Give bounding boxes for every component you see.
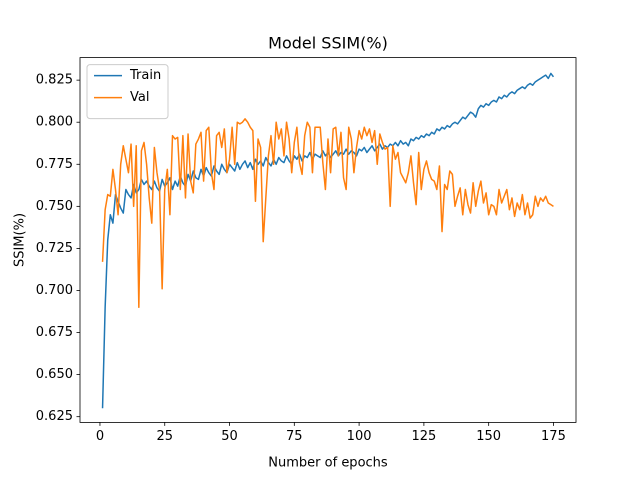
y-tick-label: 0.675 [36, 325, 73, 340]
x-tick-label: 0 [96, 429, 104, 444]
series-line [101, 118, 554, 309]
y-tick-label: 0.800 [36, 115, 73, 130]
x-tick-label: 50 [221, 429, 238, 444]
x-tick-label: 150 [476, 429, 501, 444]
y-tick-label: 0.775 [36, 157, 73, 172]
legend-label: Train [129, 68, 161, 83]
x-tick-label: 75 [286, 429, 303, 444]
y-tick-label: 0.725 [36, 241, 73, 256]
x-tick-label: 175 [541, 429, 566, 444]
y-tick-label: 0.650 [36, 367, 73, 382]
x-tick-label: 100 [347, 429, 372, 444]
chart-title: Model SSIM(%) [268, 34, 388, 53]
plot-frame [79, 57, 577, 423]
x-tick-label: 125 [411, 429, 436, 444]
legend-box [86, 64, 169, 120]
y-tick-label: 0.825 [36, 73, 73, 88]
y-tick-label: 0.750 [36, 199, 73, 214]
x-tick-label: 25 [156, 429, 173, 444]
y-tick-label: 0.625 [36, 409, 73, 424]
x-axis-label: Number of epochs [268, 456, 388, 471]
legend-label: Val [130, 90, 149, 105]
y-tick-label: 0.700 [36, 283, 73, 298]
y-axis-label: SSIM(%) [13, 213, 28, 267]
